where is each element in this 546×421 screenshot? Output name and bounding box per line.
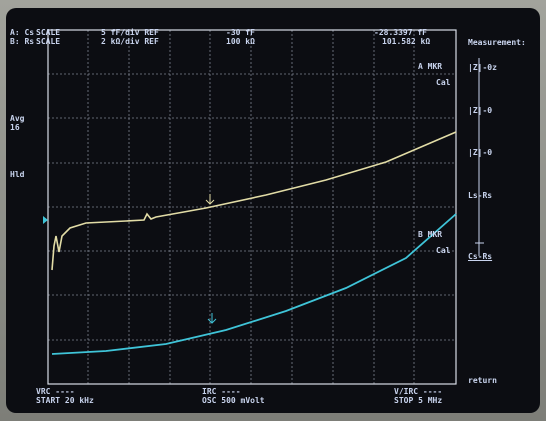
- grid: [48, 30, 456, 384]
- row-b-div: 2 kΩ/div REF: [101, 37, 159, 46]
- marker-b-cal: Cal: [436, 246, 450, 255]
- row-a-trace: A: Cs: [10, 28, 34, 37]
- footer-left-1: VRC ----: [36, 387, 75, 396]
- menu-item[interactable]: |Z|-θz: [468, 63, 497, 72]
- menu-item[interactable]: |Z|-θ: [468, 148, 492, 157]
- screen: A: Cs SCALE 5 fF/div REF -30 fF -28.3397…: [6, 8, 540, 413]
- menu-item[interactable]: Cs-Rs: [468, 252, 492, 261]
- hold-label: Hld: [10, 170, 24, 179]
- menu-return[interactable]: return: [468, 376, 497, 385]
- footer-mid-1: IRC ----: [202, 387, 241, 396]
- marker-a-label: A MKR: [418, 62, 442, 71]
- plot: [6, 8, 540, 413]
- marker-b: [208, 313, 216, 323]
- row-a-marker: -28.3397 fF: [374, 28, 427, 37]
- trace-a: [52, 132, 456, 270]
- marker-a: [206, 194, 214, 204]
- row-a-ref: -30 fF: [226, 28, 255, 37]
- row-b-ref: 100 kΩ: [226, 37, 255, 46]
- row-b-trace: B: Rs: [10, 37, 34, 46]
- footer-right-1: V/IRC ----: [394, 387, 442, 396]
- avg-label: Avg: [10, 114, 24, 123]
- ref-pointer: [43, 216, 48, 224]
- marker-a-cal: Cal: [436, 78, 450, 87]
- bezel: A: Cs SCALE 5 fF/div REF -30 fF -28.3397…: [0, 0, 546, 421]
- trace-b: [52, 214, 456, 354]
- menu-item[interactable]: Ls-Rs: [468, 191, 492, 200]
- marker-b-label: B MKR: [418, 230, 442, 239]
- footer-left-2: START 20 kHz: [36, 396, 94, 405]
- row-b-scale: SCALE: [36, 37, 60, 46]
- row-a-div: 5 fF/div REF: [101, 28, 159, 37]
- row-a-scale: SCALE: [36, 28, 60, 37]
- footer-right-2: STOP 5 MHz: [394, 396, 442, 405]
- menu-item[interactable]: |Z|-θ: [468, 106, 492, 115]
- row-b-marker: 101.582 kΩ: [382, 37, 430, 46]
- footer-mid-2: OSC 500 mVolt: [202, 396, 265, 405]
- menu-title: Measurement:: [468, 38, 526, 47]
- menu-line: [475, 58, 484, 256]
- avg-count: 16: [10, 123, 20, 132]
